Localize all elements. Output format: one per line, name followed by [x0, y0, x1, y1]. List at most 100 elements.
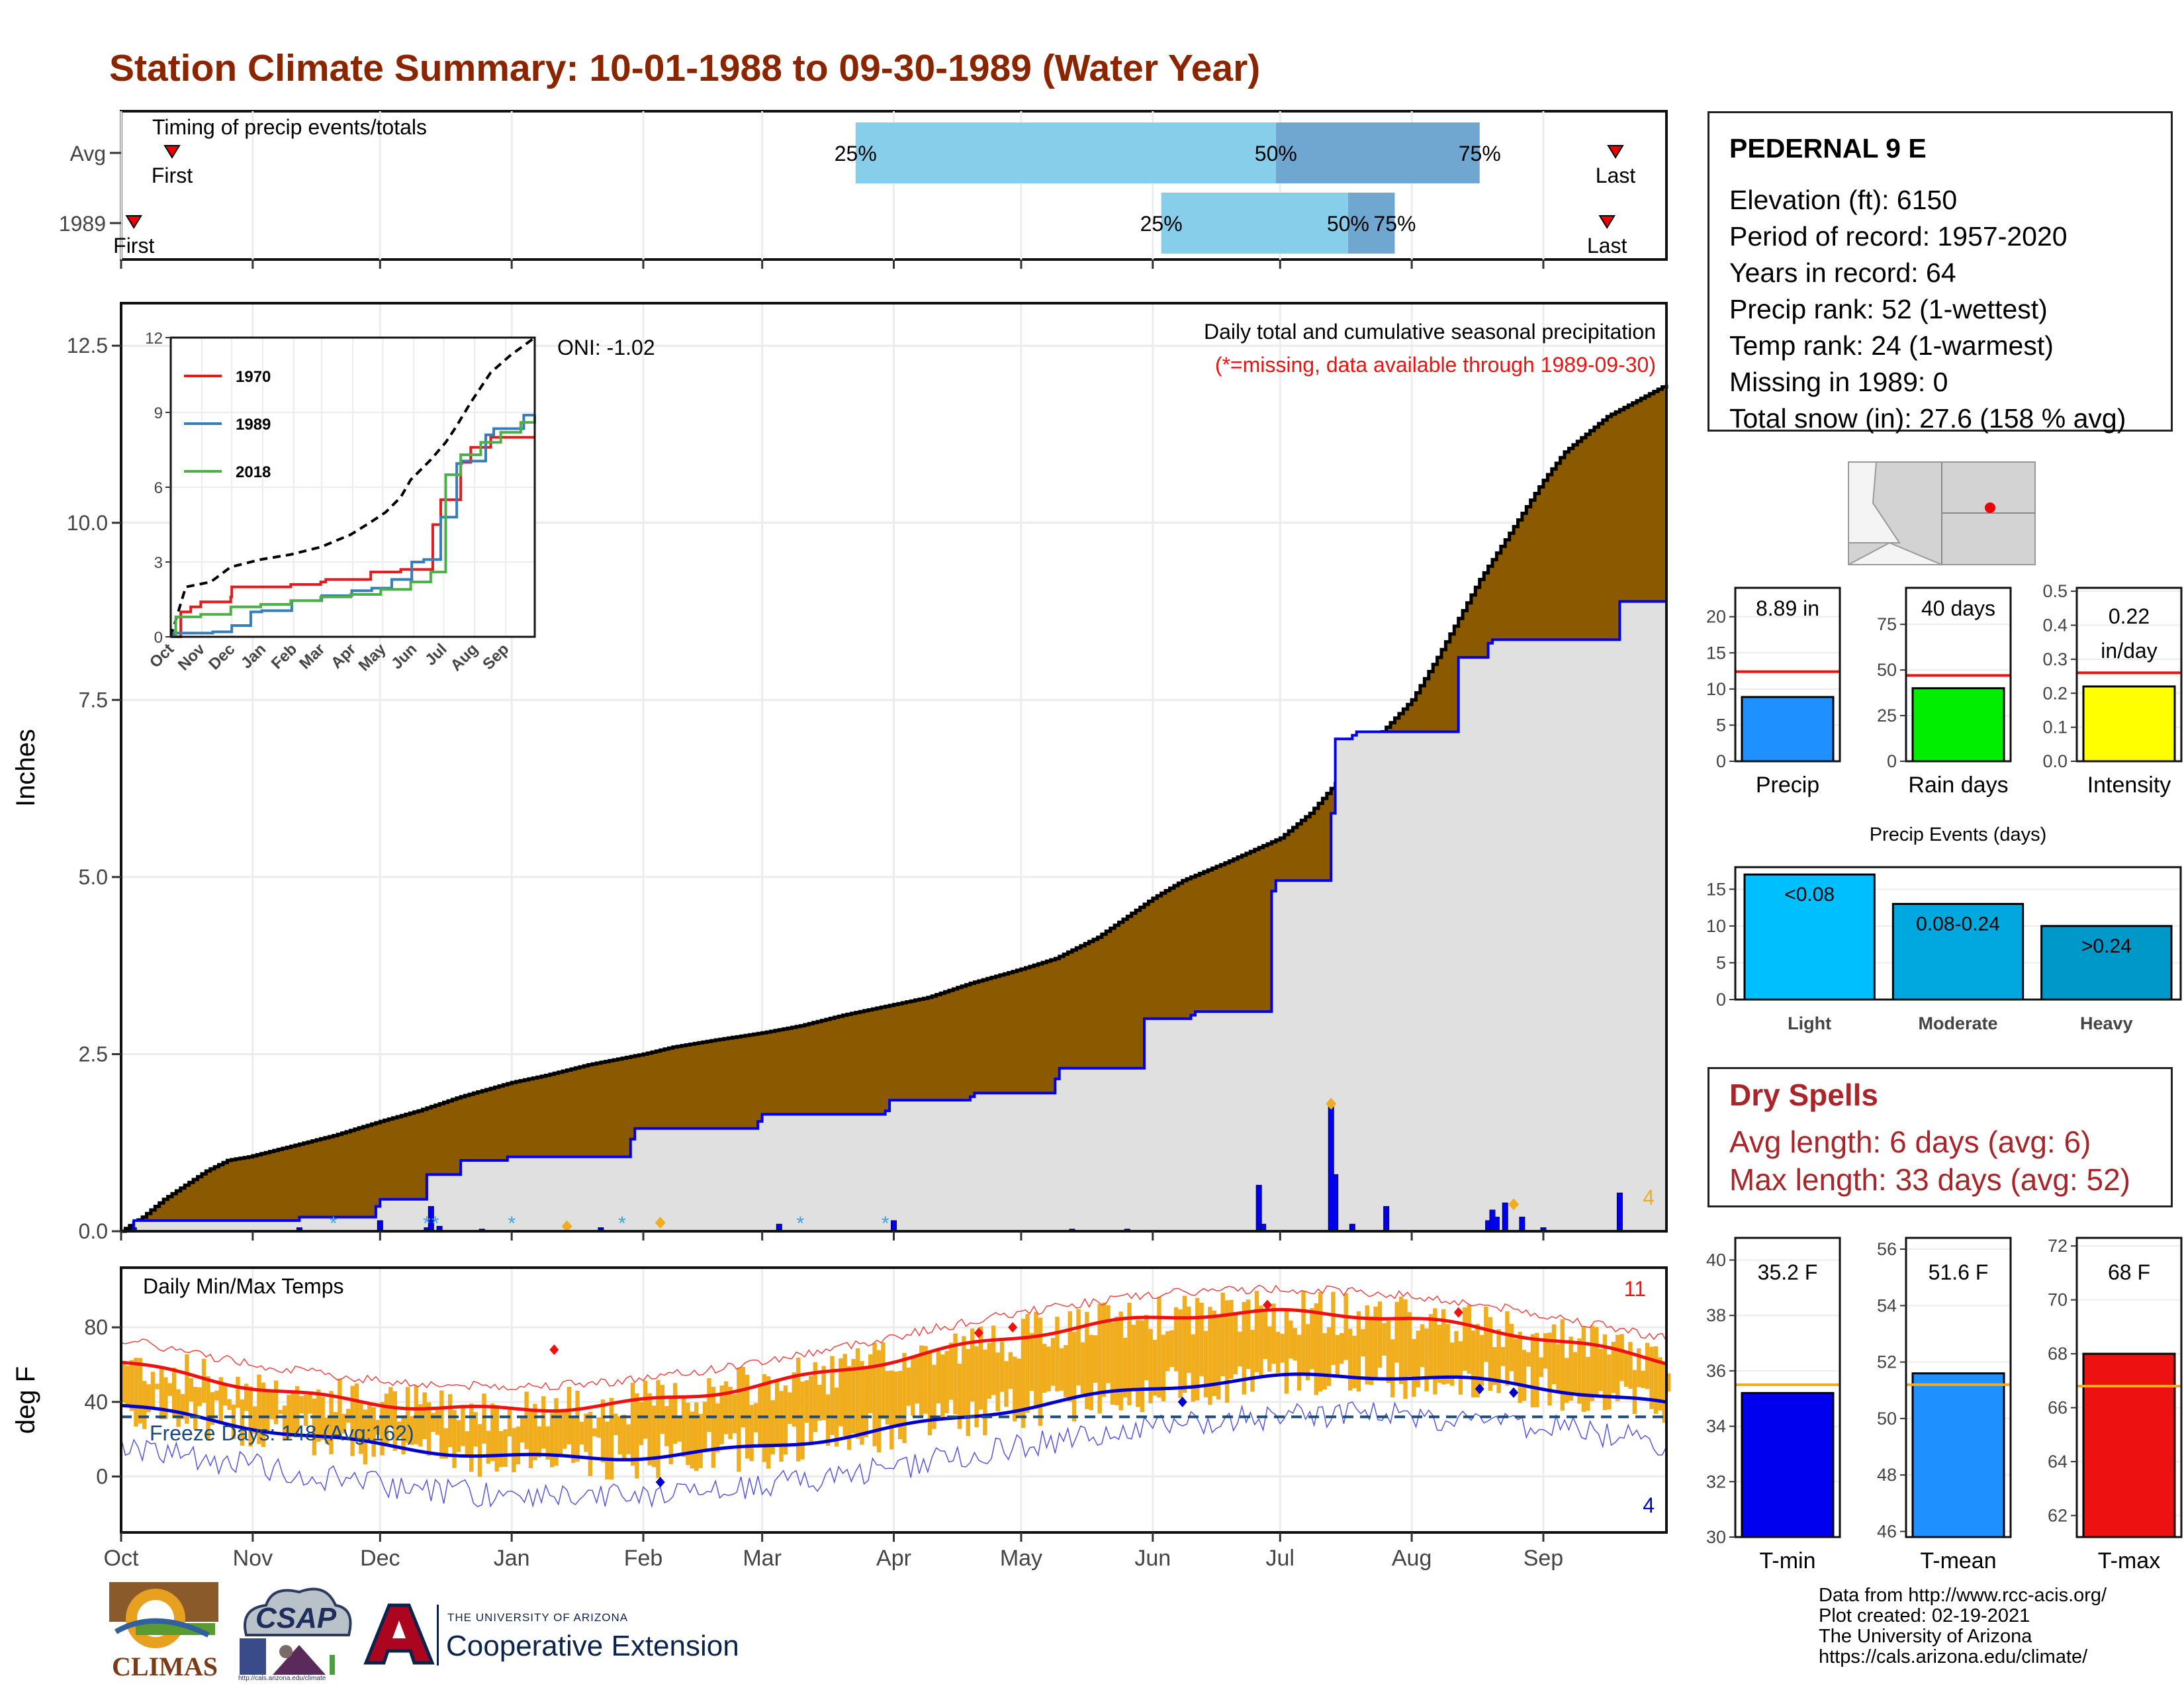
timing-p25-label: 25%: [835, 142, 877, 165]
daily-temp-bar: [809, 1376, 813, 1445]
station-info-box: PEDERNAL 9 E Elevation (ft): 6150 Period…: [1707, 111, 2173, 434]
daily-temp-bar: [456, 1420, 461, 1452]
record-low-marker: [655, 1476, 665, 1487]
record-low-marker: [1475, 1383, 1484, 1395]
daily-temp-bar: [549, 1413, 555, 1468]
month-tick-label: May: [1000, 1546, 1042, 1571]
daily-temp-bar: [617, 1416, 622, 1455]
precip-y-axis-label: Inches: [11, 729, 40, 807]
timing-p25-label: 25%: [1140, 212, 1183, 236]
precip-max-marker: [1508, 1198, 1520, 1211]
climas-logo-icon: [109, 1582, 218, 1648]
daily-temp-bar: [528, 1410, 533, 1468]
first-event-label: First: [113, 234, 154, 258]
timing-row-label: Avg: [69, 142, 106, 165]
daily-temp-bar: [1165, 1331, 1170, 1372]
daily-temp-bar: [354, 1383, 359, 1440]
daily-temp-bar: [1535, 1333, 1539, 1407]
daily-temp-bar: [1122, 1337, 1128, 1398]
month-tick-label: Oct: [104, 1546, 139, 1571]
daily-temp-bar: [1021, 1319, 1026, 1428]
daily-temp-bar: [541, 1396, 546, 1449]
daily-temp-bar: [711, 1387, 716, 1468]
daily-temp-bar: [1017, 1358, 1021, 1416]
dry-spells-box: Dry Spells Avg length: 6 days (avg: 6) M…: [1707, 1067, 2173, 1207]
timing-bar-25-50: [1161, 193, 1348, 254]
station-name: PEDERNAL 9 E: [1729, 133, 1927, 164]
daily-temp-bar: [516, 1427, 520, 1465]
daily-temp-bar: [779, 1391, 784, 1462]
daily-temp-bar: [520, 1417, 525, 1443]
daily-temp-bar: [1229, 1299, 1234, 1379]
inset-y-tick-label: 9: [154, 404, 163, 422]
daily-temp-bar: [707, 1378, 711, 1432]
daily-temp-bar: [1187, 1306, 1191, 1373]
intensity-bar-frame: [2075, 586, 2183, 763]
daily-temp-bar: [159, 1368, 164, 1420]
daily-temp-bar: [864, 1366, 869, 1438]
daily-temp-bar: [1416, 1331, 1420, 1387]
daily-temp-bar: [1050, 1338, 1056, 1386]
daily-temp-bar: [469, 1403, 474, 1472]
daily-temp-bar: [231, 1404, 236, 1440]
daily-temp-bar: [1340, 1333, 1344, 1364]
daily-temp-bar: [1224, 1300, 1230, 1403]
daily-temp-bar: [146, 1384, 151, 1413]
precip-bar-frame: [1734, 586, 1841, 763]
daily-temp-bar: [702, 1401, 707, 1452]
daily-temp-bar: [1297, 1335, 1302, 1391]
daily-temp-bar: [723, 1381, 729, 1434]
daily-temp-bar: [1199, 1302, 1204, 1376]
daily-temp-bar: [1271, 1303, 1276, 1364]
daily-temp-bar: [214, 1390, 219, 1401]
daily-temp-bar: [1628, 1342, 1633, 1389]
daily-temp-bar: [635, 1393, 639, 1479]
station-years: Years in record: 64: [1729, 258, 1956, 288]
daily-temp-bar: [1398, 1296, 1404, 1384]
daily-temp-bar: [308, 1393, 312, 1414]
snow-marker: *: [618, 1213, 626, 1235]
intensity-bar-y-tick-label: 0.4: [2042, 616, 2068, 635]
daily-temp-bar: [737, 1367, 741, 1472]
precip-max-marker: [561, 1220, 572, 1233]
precip-y-tick-label: 5.0: [79, 865, 108, 889]
daily-temp-bar: [1148, 1329, 1153, 1403]
daily-temp-bar: [222, 1383, 228, 1406]
daily-temp-bar: [1242, 1301, 1246, 1395]
daily-temp-bar: [1390, 1339, 1395, 1397]
daily-temp-bar: [1551, 1324, 1557, 1385]
daily-temp-bar: [1479, 1335, 1484, 1386]
daily-temp-bar: [1004, 1361, 1009, 1407]
daily-temp-bar: [1301, 1291, 1306, 1376]
events-category-label: Heavy: [2080, 1013, 2133, 1033]
inset-y-tick-label: 6: [154, 479, 163, 497]
intensity-bar-y-tick-label: 0.5: [2042, 581, 2068, 601]
daily-temp-bar: [384, 1393, 389, 1446]
daily-temp-bar: [966, 1348, 970, 1436]
daily-temp-bar: [851, 1359, 856, 1434]
daily-temp-bar: [1161, 1335, 1166, 1402]
intensity-bar-y-tick-label: 0.0: [2042, 751, 2068, 771]
daily-temp-bar: [609, 1397, 614, 1480]
daily-temp-bar: [1347, 1329, 1353, 1391]
tmax-bar-y-tick-label: 72: [2048, 1236, 2068, 1256]
events-bar-light: [1743, 873, 1876, 1001]
climas-logo: CLIMAS: [109, 1582, 218, 1681]
daily-temp-bar: [490, 1403, 495, 1462]
ua-small-text: THE UNIVERSITY OF ARIZONA: [447, 1611, 629, 1624]
inset-y-tick-label: 12: [145, 330, 163, 348]
daily-temp-bar: [868, 1354, 873, 1413]
daily-temp-bar: [121, 1362, 126, 1403]
daily-temp-bar: [575, 1390, 580, 1462]
precip-y-tick-label: 7.5: [79, 688, 108, 712]
daily-temp-bar: [732, 1394, 737, 1434]
daily-temp-bar: [660, 1385, 665, 1434]
timing-p75-label: 75%: [1373, 212, 1416, 236]
daily-temp-bar: [507, 1408, 512, 1436]
daily-temp-bar: [482, 1393, 486, 1444]
daily-temp-bar: [885, 1371, 890, 1425]
daily-temp-bar: [1577, 1338, 1582, 1404]
daily-temp-bar: [651, 1405, 657, 1468]
daily-temp-bar: [1526, 1352, 1531, 1367]
daily-temp-bar: [953, 1333, 958, 1415]
